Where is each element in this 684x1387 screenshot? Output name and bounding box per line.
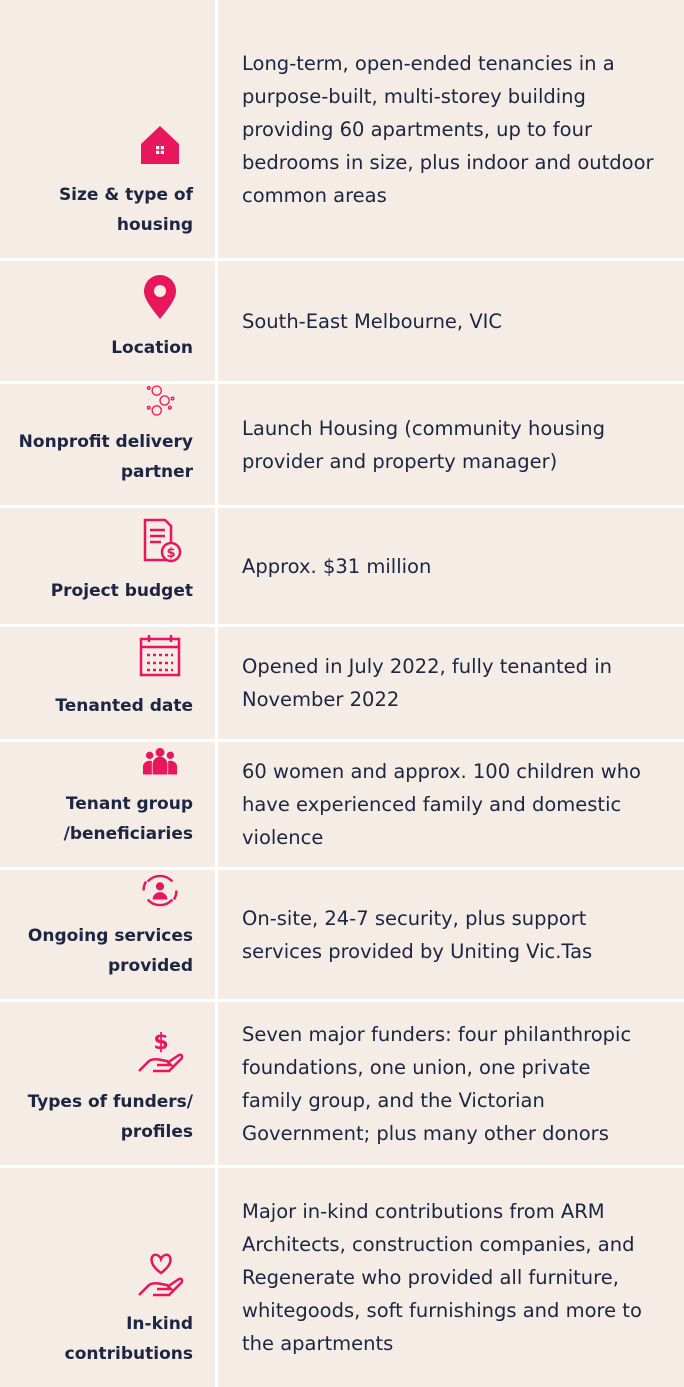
- label-cell: Nonprofit delivery partner: [0, 384, 218, 505]
- row-label: Project budget: [50, 581, 193, 601]
- row-icon: [144, 275, 176, 319]
- value-cell: Approx. $31 million: [218, 508, 684, 624]
- value-cell: Long-term, open-ended tenancies in a pur…: [218, 0, 684, 258]
- table-row: Tenanted date Opened in July 2022, fully …: [0, 627, 684, 742]
- table-row: $ Project budget Approx. $31 million: [0, 508, 684, 627]
- value-cell: 60 women and approx. 100 children who ha…: [218, 742, 684, 867]
- row-icon: [146, 385, 175, 416]
- row-icon: [142, 747, 178, 775]
- value-cell: South-East Melbourne, VIC: [218, 261, 684, 381]
- label-cell: Tenanted date: [0, 627, 218, 739]
- row-icon: [139, 635, 181, 677]
- row-label: Tenanted date: [55, 696, 193, 716]
- label-cell: In-kind contributions: [0, 1168, 218, 1387]
- row-text: Long-term, open-ended tenancies in a pur…: [242, 51, 654, 207]
- svg-text:$: $: [153, 1030, 168, 1055]
- row-label: Tenant group /beneficiaries: [63, 794, 193, 844]
- row-icon: [138, 1253, 184, 1297]
- row-label: Ongoing services provided: [27, 926, 193, 976]
- table-row: Nonprofit delivery partner Launch Housing…: [0, 384, 684, 508]
- label-cell: $ Project budget: [0, 508, 218, 624]
- row-text: Seven major funders: four philanthropic …: [242, 1022, 632, 1145]
- value-cell: Major in-kind contributions from ARM Arc…: [218, 1168, 684, 1387]
- table-row: Location South-East Melbourne, VIC: [0, 261, 684, 384]
- table-row: $ Types of funders/ profiles Seven major f…: [0, 1002, 684, 1168]
- label-cell: $ Types of funders/ profiles: [0, 1002, 218, 1165]
- table-row: In-kind contributions Major in-kind contr…: [0, 1168, 684, 1387]
- row-label: Size & type of housing: [58, 185, 193, 235]
- row-label: In-kind contributions: [64, 1314, 193, 1364]
- row-text: South-East Melbourne, VIC: [242, 309, 503, 333]
- label-cell: Ongoing services provided: [0, 870, 218, 999]
- label-cell: Location: [0, 261, 218, 381]
- row-label: Nonprofit delivery partner: [18, 432, 193, 482]
- svg-text:$: $: [166, 546, 175, 561]
- table-row: Tenant group /beneficiaries 60 women and …: [0, 742, 684, 870]
- row-label: Location: [111, 338, 193, 358]
- label-cell: Size & type of housing: [0, 0, 218, 258]
- row-icon: $: [143, 518, 182, 563]
- row-icon: $: [138, 1030, 184, 1073]
- row-text: 60 women and approx. 100 children who ha…: [242, 760, 641, 849]
- row-text: Approx. $31 million: [242, 554, 432, 578]
- row-text: Launch Housing (community housing provid…: [242, 416, 606, 473]
- row-text: Opened in July 2022, fully tenanted in N…: [242, 655, 613, 711]
- value-cell: Opened in July 2022, fully tenanted in N…: [218, 627, 684, 739]
- label-cell: Tenant group /beneficiaries: [0, 742, 218, 867]
- row-label: Types of funders/ profiles: [27, 1092, 193, 1142]
- value-cell: On-site, 24-7 security, plus support ser…: [218, 870, 684, 999]
- row-icon: [141, 126, 179, 164]
- table-row: Ongoing services provided On-site, 24-7 s…: [0, 870, 684, 1002]
- value-cell: Seven major funders: four philanthropic …: [218, 1002, 684, 1165]
- row-text: On-site, 24-7 security, plus support ser…: [242, 906, 593, 963]
- value-cell: Launch Housing (community housing provid…: [218, 384, 684, 505]
- row-text: Major in-kind contributions from ARM Arc…: [242, 1200, 642, 1355]
- row-icon: [142, 874, 178, 907]
- table-row: Size & type of housing Long-term, open-en…: [0, 0, 684, 261]
